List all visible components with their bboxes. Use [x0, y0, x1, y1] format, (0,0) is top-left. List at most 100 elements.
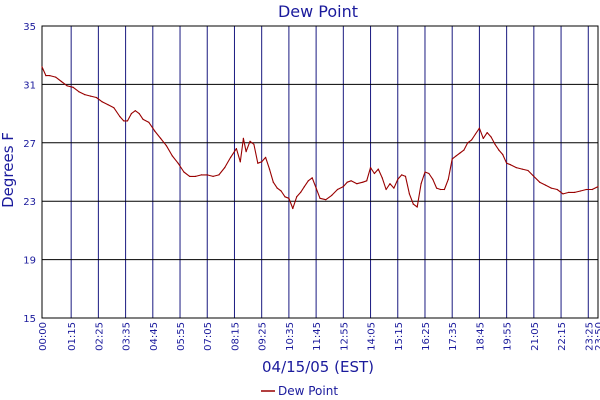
x-tick-label: 01:15 [67, 322, 78, 351]
data-point [212, 175, 214, 177]
data-point [428, 172, 430, 175]
data-point [218, 174, 220, 176]
data-point [195, 175, 197, 177]
data-point [463, 149, 465, 151]
data-point [556, 188, 558, 191]
x-tick-label: 05:55 [176, 322, 187, 351]
data-point [451, 158, 453, 160]
data-point [568, 191, 570, 193]
data-point [447, 178, 449, 180]
data-point [455, 155, 457, 157]
data-point [342, 186, 344, 188]
data-point [369, 167, 372, 169]
vertical-gridlines [70, 26, 589, 318]
data-point [90, 95, 92, 97]
x-tick-label: 02:25 [94, 322, 105, 351]
data-point [189, 175, 191, 177]
y-tick-label: 31 [23, 80, 36, 91]
data-point [521, 168, 523, 170]
data-point [381, 177, 383, 179]
data-point [408, 193, 410, 195]
x-tick-label: 00:00 [38, 322, 49, 351]
data-point [148, 121, 150, 123]
data-point [177, 162, 179, 164]
data-point [539, 181, 541, 183]
data-point [154, 130, 156, 132]
data-point [432, 178, 434, 180]
data-point [482, 137, 484, 139]
x-tick-label: 09:25 [258, 322, 269, 351]
data-point [574, 191, 576, 193]
y-tick-label: 27 [23, 139, 36, 150]
data-point [41, 66, 43, 68]
data-point [78, 91, 80, 93]
data-point [249, 140, 251, 142]
data-point [315, 187, 317, 189]
x-tick-label: 22:15 [557, 322, 568, 351]
data-point [171, 155, 173, 157]
legend-label: Dew Point [278, 384, 338, 398]
x-tick-label: 19:55 [503, 322, 514, 351]
data-point [533, 175, 535, 177]
data-point [230, 156, 232, 158]
data-point [49, 75, 51, 77]
data-point [416, 206, 418, 208]
data-point [142, 118, 144, 120]
data-point [366, 180, 368, 182]
data-point [459, 152, 461, 154]
data-point [319, 197, 321, 199]
data-point [300, 191, 302, 193]
data-point [336, 188, 339, 191]
plot-area-frame [41, 25, 599, 319]
data-point [272, 181, 274, 183]
data-point [515, 167, 517, 169]
data-point [509, 164, 512, 166]
data-point [498, 149, 500, 151]
y-tick-label: 23 [23, 197, 36, 208]
data-point [183, 171, 185, 173]
data-point [134, 110, 136, 112]
data-point [95, 96, 97, 99]
data-point [107, 104, 109, 106]
data-point [160, 137, 162, 139]
data-point [72, 86, 74, 88]
x-tick-label: 08:15 [230, 322, 241, 351]
x-tick-label: 04:45 [149, 322, 160, 351]
data-point [224, 167, 226, 169]
data-point [245, 151, 247, 153]
data-point [389, 183, 391, 185]
data-point [562, 193, 564, 195]
data-point [280, 190, 282, 192]
data-point [597, 186, 599, 188]
x-tick-label: 15:15 [394, 322, 405, 351]
data-point [268, 168, 271, 170]
horizontal-gridlines [42, 83, 598, 261]
data-point [346, 181, 348, 183]
x-tick-label: 14:05 [367, 322, 378, 351]
data-point [478, 127, 480, 129]
data-point [471, 139, 473, 141]
data-point [206, 174, 208, 176]
x-tick-label: 07:05 [203, 322, 214, 351]
data-point [350, 180, 352, 182]
x-tick-label: 21:05 [530, 322, 541, 351]
data-point [397, 178, 399, 180]
data-point [490, 136, 492, 138]
data-point [126, 120, 129, 122]
data-point [101, 101, 103, 103]
x-tick-label: 16:25 [421, 322, 432, 351]
data-point [66, 85, 68, 87]
data-point [404, 175, 407, 177]
data-point [506, 162, 508, 164]
data-point [119, 115, 121, 118]
data-point [288, 197, 290, 199]
data-point [412, 203, 414, 205]
data-point [200, 174, 202, 176]
data-point [239, 161, 241, 163]
y-tick-label: 19 [23, 256, 36, 267]
data-point [123, 120, 125, 122]
x-axis-label: 04/15/05 (EST) [262, 358, 374, 376]
legend: Dew Point [261, 384, 338, 398]
x-tick-label: 23:25 [584, 322, 595, 351]
